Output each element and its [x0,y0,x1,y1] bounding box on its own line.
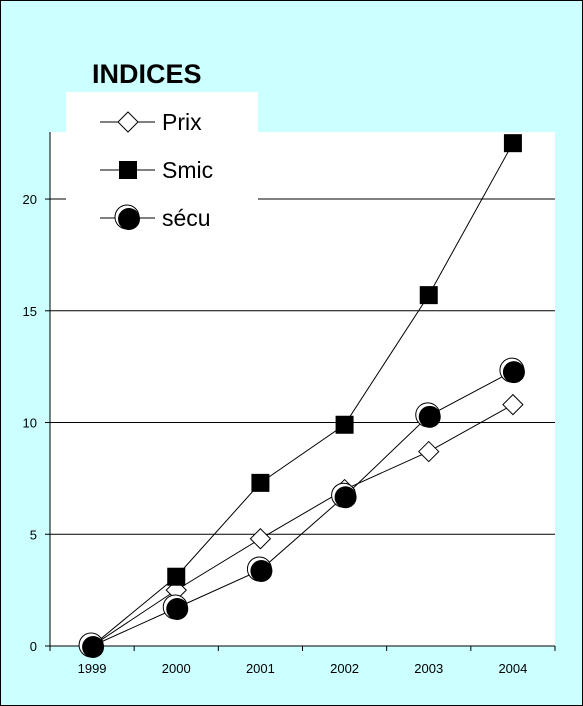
data-point-filled-square [503,134,522,153]
data-point-filled-square [167,567,186,586]
legend-marker [114,204,140,230]
y-tick-label: 10 [23,416,37,431]
chart-title: INDICES [92,59,202,89]
x-tick-label: 2001 [246,661,275,676]
data-point-filled-circle [162,594,189,621]
data-point-filled-circle [331,482,357,509]
data-point-filled-square [335,415,354,434]
series-line-open-diamond [91,404,514,647]
legend-entry: Smic [100,157,213,183]
x-tick-label: 2004 [498,661,527,676]
data-point-filled-square [419,286,438,305]
x-tick-label: 1999 [78,661,107,676]
data-point-open-diamond [418,440,440,463]
series-layer [78,134,525,658]
legend-label: Prix [162,109,202,135]
y-tick-labels: 0 5 10 15 20 [23,192,37,654]
x-tick-labels: 1999 2000 2001 2002 2003 2004 [78,661,528,676]
data-point-filled-circle [78,632,105,658]
legend-label: sécu [162,205,211,231]
axes [45,132,556,651]
series-line-filled-square [91,142,514,647]
legend-marker [119,161,137,179]
legend-entry: Prix [100,109,202,135]
data-point-filled-circle [499,357,525,384]
x-tick-label: 2003 [414,661,443,676]
y-tick-label: 0 [30,639,37,654]
legend-box [66,92,258,241]
y-tick-label: 5 [30,527,37,542]
legend-entry: sécu [100,204,211,231]
gridlines [50,198,555,535]
data-point-filled-circle [246,556,273,583]
y-tick-label: 15 [23,304,37,319]
legend-marker [117,111,139,133]
data-point-open-diamond [502,393,524,416]
x-tick-label: 2000 [162,661,191,676]
series-line-filled-circle [91,370,514,647]
x-tick-label: 2002 [330,661,359,676]
data-point-filled-square [251,473,270,492]
data-point-open-diamond [249,528,272,550]
legend-label: Smic [162,157,213,183]
legend: Prix Smic sécu [66,92,258,241]
data-point-filled-circle [415,402,441,428]
y-tick-label: 20 [23,192,37,207]
